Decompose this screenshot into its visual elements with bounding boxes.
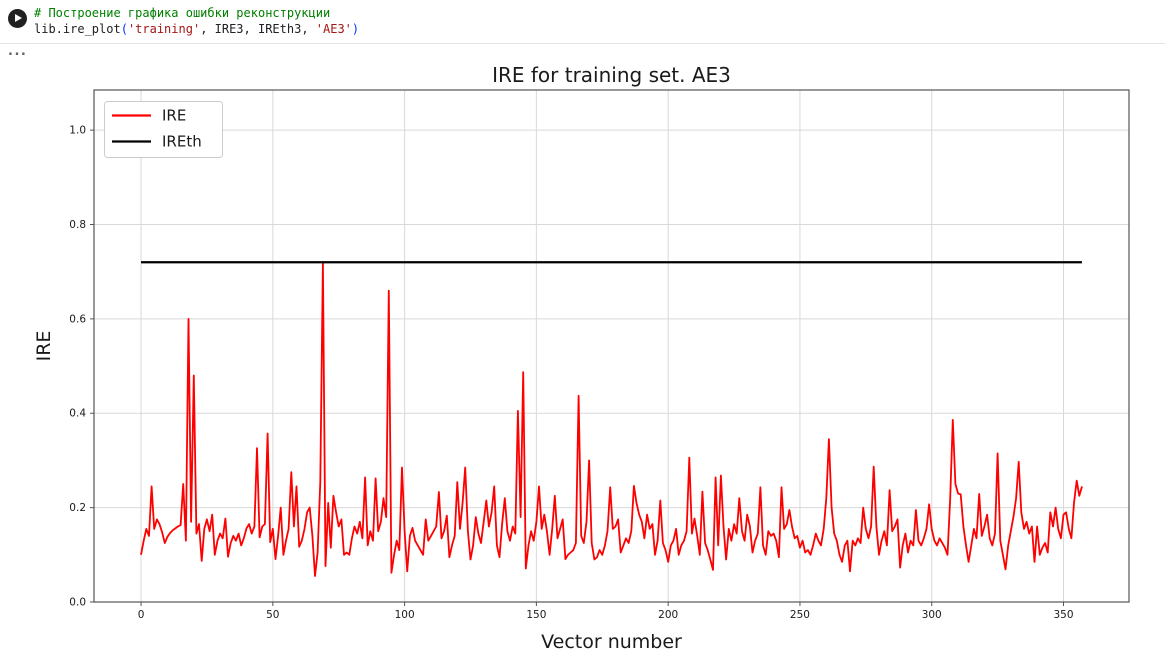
y-tick-label: 0.8 [69, 219, 86, 231]
x-tick-label: 350 [1053, 609, 1073, 621]
y-tick-label: 0.6 [69, 313, 86, 325]
x-tick-label: 100 [395, 609, 415, 621]
x-tick-label: 0 [138, 609, 145, 621]
legend-label-ireth: IREth [162, 133, 202, 151]
chart-title: IRE for training set. AE3 [492, 63, 731, 87]
tick-marks [90, 129, 1065, 606]
plot-spines [93, 89, 1130, 603]
x-tick-label: 150 [526, 609, 546, 621]
ire-line [140, 261, 1083, 577]
x-tick-label: 300 [922, 609, 942, 621]
x-tick-label: 200 [658, 609, 678, 621]
code-call-line: lib.ire_plot('training', IRE3, IREth3, '… [34, 21, 360, 36]
x-axis-label: Vector number [541, 631, 682, 653]
y-tick-label: 0.0 [69, 597, 86, 609]
play-icon [15, 14, 22, 22]
output-collapse-indicator[interactable]: ... [8, 44, 28, 59]
y-tick-label: 0.2 [69, 502, 86, 514]
x-tick-label: 50 [266, 609, 279, 621]
figure-output: 0 50 100 150 200 250 300 350 0.0 0.2 0.4 0.6 0.8 1.0 I… [0, 60, 1165, 658]
legend: IRE IREth [104, 101, 223, 158]
run-cell-button[interactable] [8, 9, 27, 28]
legend-label-ire: IRE [162, 107, 186, 125]
y-tick-label: 0.4 [69, 408, 86, 420]
x-tick-label: 250 [790, 609, 810, 621]
y-axis-label: IRE [33, 331, 55, 362]
ire-chart: 0 50 100 150 200 250 300 350 0.0 0.2 0.4 0.6 0.8 1.0 I… [33, 63, 1130, 653]
code-comment-line: # Построение графика ошибки реконструкци… [34, 6, 331, 20]
code-cell: # Построение графика ошибки реконструкци… [0, 0, 1165, 43]
code-editor[interactable]: # Построение графика ошибки реконструкци… [34, 6, 359, 37]
y-tick-label: 1.0 [69, 125, 86, 137]
cell-divider [0, 43, 1165, 44]
